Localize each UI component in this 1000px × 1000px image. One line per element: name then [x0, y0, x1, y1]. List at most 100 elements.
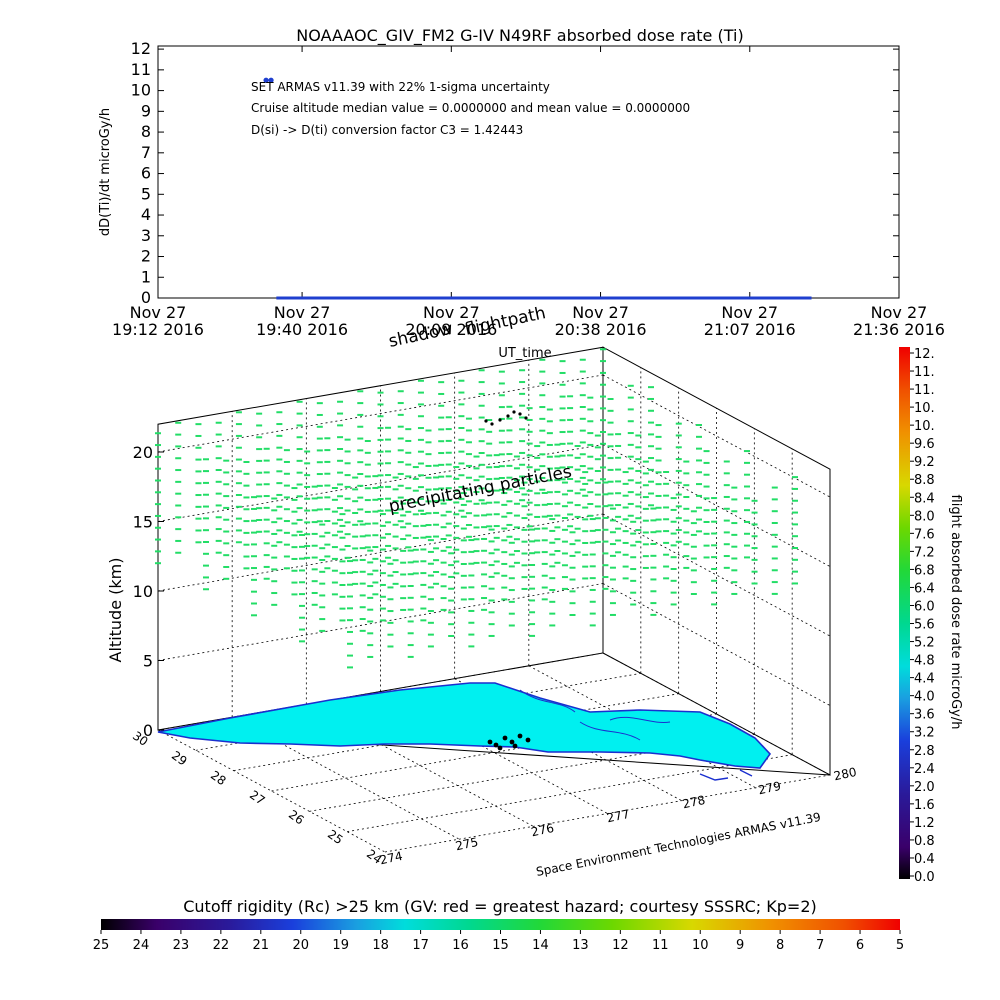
x-tick-day: Nov 27	[130, 303, 187, 322]
flightpath-shadow-point	[506, 414, 510, 418]
vertical-colorbar-tick-label: 0.0	[914, 870, 935, 885]
vertical-colorbar-tick-label: 0.8	[914, 834, 935, 849]
precipitating-particle-markers	[155, 348, 798, 669]
altitude-label: Altitude (km)	[106, 558, 125, 663]
altitude-ticks: 0 5 10 15 20	[133, 443, 164, 740]
x-tick-day: Nov 27	[274, 303, 331, 322]
flightpath-point	[525, 737, 531, 743]
vertical-colorbar-tick-label: 4.0	[914, 690, 935, 705]
annotation-conversion-factor: D(si) -> D(ti) conversion factor C3 = 1.…	[251, 123, 523, 137]
y-tick-label: 4	[141, 205, 151, 224]
base-grid-line	[384, 774, 831, 853]
y-tick-label: 9	[141, 101, 151, 120]
x-tick-time: 19:12 2016	[112, 320, 204, 339]
flightpath-shadow-point	[518, 412, 522, 416]
vertical-colorbar-tick-label: 4.8	[914, 654, 935, 669]
horizontal-colorbar-tick-label: 16	[452, 938, 469, 953]
y-tick-label: 5	[141, 184, 151, 203]
vertical-colorbar-tick-label: 1.6	[914, 798, 935, 813]
horizontal-colorbar-tick-label: 22	[213, 938, 230, 953]
inland-water	[519, 689, 671, 741]
vertical-colorbar-tick-label: 8.0	[914, 509, 935, 524]
horizontal-colorbar-tick-label: 25	[93, 938, 110, 953]
annotation-armas-version: SET ARMAS v11.39 with 22% 1-sigma uncert…	[251, 80, 550, 94]
vertical-colorbar-strip	[899, 347, 910, 879]
dose-rate-series	[263, 77, 812, 300]
altitude-grid-line	[157, 444, 604, 522]
flightpath-point	[502, 735, 508, 741]
precipitating-particles-label: precipitating particles	[387, 462, 573, 517]
annotation-cruise-altitude: Cruise altitude median value = 0.0000000…	[251, 101, 690, 115]
vertical-colorbar-tick-label: 11.	[914, 365, 935, 380]
horizontal-colorbar-tick-label: 10	[692, 938, 709, 953]
land-polygon	[157, 682, 772, 769]
dose-rate-timeseries: NOAAAOC_GIV_FM2 G-IV N49RF absorbed dose…	[98, 26, 945, 361]
latitude-tick-label: 27	[247, 788, 268, 808]
y-tick-label: 12	[131, 39, 151, 58]
vertical-colorbar-tick-label: 0.4	[914, 852, 935, 867]
horizontal-colorbar-tick-label: 8	[776, 938, 784, 953]
vertical-colorbar-tick-label: 2.0	[914, 780, 935, 795]
horizontal-colorbar-strip	[101, 919, 900, 930]
armas-credit: Space Environment Technologies ARMAS v11…	[535, 810, 822, 879]
vertical-colorbar-tick-label: 2.4	[914, 762, 935, 777]
x-tick-day: Nov 27	[871, 303, 928, 322]
vertical-colorbar-tick-label: 2.8	[914, 744, 935, 759]
vertical-colorbar-tick-label: 10.	[914, 401, 935, 416]
altitude-tick-label: 20	[133, 443, 153, 462]
altitude-grid-line	[157, 374, 604, 453]
vertical-colorbar-tick-label: 3.6	[914, 708, 935, 723]
y-tick-label: 8	[141, 122, 151, 141]
x-tick-day: Nov 27	[721, 303, 778, 322]
flightpath-shadow-point	[498, 418, 502, 422]
y-tick-label: 1	[141, 267, 151, 286]
horizontal-colorbar-tick-label: 12	[612, 938, 629, 953]
horizontal-colorbar-tick-label: 24	[133, 938, 150, 953]
flightpath-point	[509, 739, 515, 745]
horizontal-colorbar-tick-label: 6	[856, 938, 864, 953]
longitude-tick-label: 278	[681, 793, 706, 811]
vertical-colorbar-tick-label: 12.	[914, 347, 935, 362]
y-tick-label: 2	[141, 247, 151, 266]
horizontal-colorbar-tick-label: 13	[572, 938, 589, 953]
legend-marker-point	[268, 77, 274, 83]
cutoff-rigidity-colorbar: Cutoff rigidity (Rc) >25 km (GV: red = g…	[93, 897, 904, 953]
flightpath-point	[517, 733, 523, 739]
y-tick-label: 10	[131, 81, 151, 100]
flightpath-point	[487, 739, 493, 745]
y-tick-label: 11	[131, 60, 151, 79]
latitude-tick-label: 28	[208, 768, 229, 788]
longitude-tick-label: 274	[379, 849, 404, 867]
timeseries-ylabel: dD(Ti)/dt microGy/h	[98, 108, 113, 236]
latitude-tick-label: 26	[286, 807, 307, 827]
latitude-tick-label: 25	[325, 827, 346, 847]
flightpath-shadow-point	[524, 416, 528, 420]
timeseries-annotations: SET ARMAS v11.39 with 22% 1-sigma uncert…	[251, 80, 690, 137]
x-tick-time: 20:38 2016	[555, 320, 647, 339]
vertical-colorbar-label: flight absorbed dose rate microGy/h	[948, 495, 963, 730]
horizontal-colorbar-tick-label: 14	[532, 938, 549, 953]
vertical-colorbar-tick-label: 9.6	[914, 437, 935, 452]
vertical-colorbar-tick-label: 6.0	[914, 599, 935, 614]
flightpath-markers	[484, 410, 531, 751]
flightpath-shadow-point	[490, 422, 494, 426]
vertical-colorbar-ticks: 0.0 0.4 0.8 1.2 1.6 2.0 2.4 2.8 3.2 3.6 4.0 4.4 4.8 5…	[910, 347, 935, 885]
altitude-tick-label: 10	[133, 582, 153, 601]
flightpath-point	[512, 743, 518, 749]
vertical-colorbar-tick-label: 8.8	[914, 473, 935, 488]
land-map	[157, 682, 772, 781]
horizontal-colorbar-ticks: 25 24 23 22 21 20 19 18 17 16 15 14 13 12 11 10 9 8 7 6 5	[93, 930, 904, 953]
vertical-colorbar-tick-label: 4.4	[914, 672, 935, 687]
latitude-tick-label: 29	[169, 748, 190, 768]
x-tick-day: Nov 27	[572, 303, 629, 322]
horizontal-colorbar-tick-label: 19	[332, 938, 349, 953]
longitude-tick-label: 279	[757, 779, 782, 797]
keys-islands	[699, 769, 753, 781]
x-tick-day: Nov 27	[423, 303, 480, 322]
horizontal-colorbar-title: Cutoff rigidity (Rc) >25 km (GV: red = g…	[183, 897, 817, 916]
timeseries-title: NOAAAOC_GIV_FM2 G-IV N49RF absorbed dose…	[296, 26, 743, 46]
vertical-colorbar-tick-label: 1.2	[914, 816, 935, 831]
